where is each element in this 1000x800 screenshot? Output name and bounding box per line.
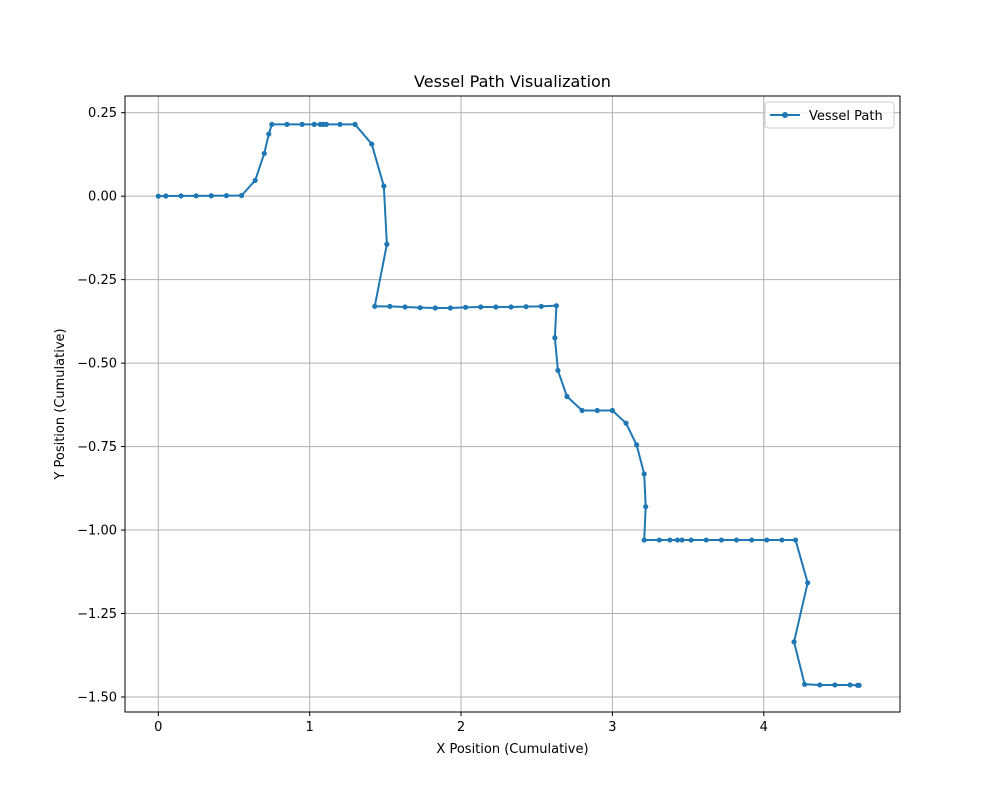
data-point — [641, 537, 647, 543]
tick-layer: 0 1 2 3 4 0.25 0.00 −0.25 −0.50 −0.75 −1.00 −1.25 −1… — [77, 106, 768, 735]
series-line — [158, 123, 860, 687]
data-point — [337, 121, 343, 127]
x-tick-label: 3 — [608, 720, 616, 735]
grid-layer — [125, 96, 900, 712]
y-tick-label: −0.50 — [77, 357, 117, 372]
data-point — [284, 121, 290, 127]
chart-title: Vessel Path Visualization — [414, 72, 611, 91]
data-point — [381, 183, 387, 189]
y-tick-label: 0.00 — [88, 190, 117, 205]
data-point — [674, 537, 681, 543]
legend-marker-swatch — [782, 112, 788, 118]
data-point — [764, 537, 770, 543]
data-point — [643, 504, 649, 510]
data-point — [223, 193, 230, 199]
data-point — [609, 407, 616, 414]
y-tick-label: −0.75 — [77, 440, 117, 455]
data-point — [155, 193, 161, 199]
y-tick-label: −1.00 — [77, 524, 117, 539]
data-point — [261, 150, 267, 157]
legend-box — [764, 101, 895, 129]
data-point — [555, 367, 561, 374]
data-point — [579, 407, 585, 414]
x-axis-label: X Position (Cumulative) — [436, 742, 588, 757]
series-layer — [155, 121, 862, 688]
y-axis-label: Y Position (Cumulative) — [53, 328, 68, 480]
legend: Vessel Path — [764, 101, 895, 129]
data-point — [594, 407, 600, 414]
y-tick-label: −1.25 — [77, 607, 117, 622]
data-point — [718, 537, 724, 543]
data-point — [623, 420, 629, 426]
y-tick-label: −0.25 — [77, 273, 117, 288]
data-point — [508, 304, 514, 310]
data-point — [266, 131, 272, 137]
data-point — [733, 537, 740, 543]
data-point — [352, 121, 358, 127]
x-tick-label: 2 — [457, 720, 465, 735]
y-tick-label: 0.25 — [88, 106, 117, 121]
data-point — [252, 177, 258, 184]
legend-label: Vessel Path — [809, 109, 883, 124]
data-point — [538, 303, 544, 309]
data-point — [817, 682, 823, 688]
data-point — [208, 193, 214, 199]
data-point — [163, 193, 169, 199]
x-tick-label: 0 — [154, 720, 162, 735]
data-point — [847, 682, 853, 688]
data-point — [238, 192, 245, 199]
data-point — [323, 121, 329, 127]
data-point — [387, 303, 393, 309]
data-point — [432, 305, 438, 311]
x-tick-label: 1 — [306, 720, 314, 735]
data-point — [792, 537, 799, 543]
data-point — [564, 393, 570, 400]
data-point — [269, 121, 275, 127]
data-point — [299, 121, 305, 127]
data-point — [679, 537, 685, 543]
data-point — [311, 121, 317, 127]
data-point — [447, 305, 454, 311]
data-point — [372, 303, 378, 309]
data-point — [641, 471, 647, 477]
data-point — [656, 537, 662, 543]
data-point — [493, 304, 499, 310]
data-point — [369, 141, 375, 147]
data-point — [478, 304, 484, 310]
data-point — [402, 304, 408, 310]
data-point — [384, 241, 390, 247]
data-point — [553, 303, 559, 309]
data-point — [805, 580, 811, 586]
data-point — [802, 681, 808, 687]
data-point — [178, 193, 184, 199]
data-point — [634, 442, 640, 448]
data-point — [462, 304, 469, 310]
y-tick-label: −1.50 — [77, 690, 117, 705]
data-point — [832, 682, 838, 688]
data-point — [791, 639, 797, 645]
data-point — [749, 537, 755, 543]
data-point — [417, 305, 423, 311]
data-point — [552, 335, 558, 341]
x-tick-label: 4 — [760, 720, 768, 735]
data-point — [856, 682, 862, 688]
data-point — [779, 537, 785, 543]
data-point — [523, 304, 529, 310]
data-point — [193, 193, 199, 199]
data-point — [703, 537, 709, 543]
data-point — [667, 537, 673, 543]
plot-area-frame — [124, 95, 901, 713]
data-point — [688, 537, 694, 543]
